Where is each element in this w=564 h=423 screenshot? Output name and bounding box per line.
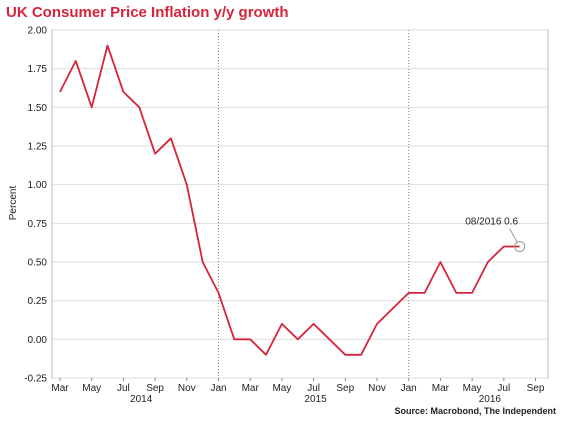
y-tick-label: -0.25	[24, 374, 47, 385]
y-axis-label: Percent	[8, 186, 19, 221]
year-label: 2014	[130, 394, 153, 405]
x-tick-label: Mar	[242, 383, 260, 394]
x-tick-label: May	[463, 383, 482, 394]
year-label: 2015	[304, 394, 327, 405]
x-tick-label: Sep	[527, 383, 545, 394]
chart-title: UK Consumer Price Inflation y/y growth	[6, 4, 289, 21]
y-tick-label: 2.00	[28, 26, 48, 37]
x-tick-label: May	[82, 383, 101, 394]
y-tick-label: 1.00	[28, 180, 48, 191]
x-tick-label: Nov	[368, 383, 386, 394]
x-tick-label: Jan	[401, 383, 417, 394]
y-axis-ticks: 2.00 1.75 1.50 1.25 1.00 0.75 0.50 0.25 0.00 -0.2…	[24, 26, 47, 385]
annotation-label: 08/2016 0.6	[465, 217, 518, 228]
x-tick-label: Nov	[178, 383, 196, 394]
x-tick-label: Jan	[210, 383, 226, 394]
y-tick-label: 0.50	[28, 258, 48, 269]
series-group	[59, 44, 520, 356]
x-tick-label: Mar	[432, 383, 450, 394]
x-tick-label: May	[272, 383, 291, 394]
x-tick-label: Sep	[146, 383, 164, 394]
plot-frame	[51, 29, 549, 379]
x-axis-ticks: Mar May Jul Sep Nov Jan Mar May Jul Sep Nov Jan Mar M…	[51, 383, 544, 394]
x-tick-label: Jul	[307, 383, 320, 394]
grid-lines	[51, 29, 549, 381]
year-labels: 2014 2015 2016	[130, 394, 501, 405]
source-note: Source: Macrobond, The Independent	[394, 406, 556, 416]
x-tick-label: Mar	[51, 383, 69, 394]
y-tick-label: 1.75	[28, 64, 48, 75]
annotation-group: 08/2016 0.6	[465, 217, 526, 253]
series-line	[59, 44, 520, 356]
y-tick-label: 0.00	[28, 335, 48, 346]
x-tick-label: Jul	[497, 383, 510, 394]
x-tick-label: Sep	[336, 383, 354, 394]
y-tick-label: 0.25	[28, 296, 48, 307]
annotation-marker	[514, 241, 526, 253]
year-label: 2016	[479, 394, 502, 405]
annotation-leader	[509, 228, 518, 242]
y-tick-label: 0.75	[28, 219, 48, 230]
y-tick-label: 1.50	[28, 103, 48, 114]
y-tick-label: 1.25	[28, 142, 48, 153]
x-tick-label: Jul	[117, 383, 130, 394]
